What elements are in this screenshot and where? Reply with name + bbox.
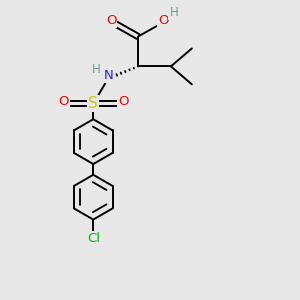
Text: H: H [92, 64, 100, 76]
Text: O: O [106, 14, 116, 27]
Text: Cl: Cl [87, 232, 100, 245]
Text: H: H [169, 6, 178, 19]
Text: O: O [58, 95, 69, 108]
Text: N: N [104, 69, 114, 82]
Text: S: S [88, 96, 98, 111]
Text: O: O [118, 95, 128, 108]
Text: O: O [158, 14, 169, 27]
